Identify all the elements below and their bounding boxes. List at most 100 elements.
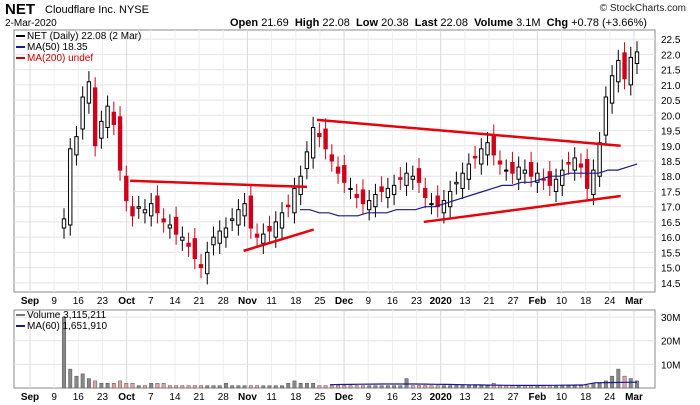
candle xyxy=(105,105,110,128)
candle xyxy=(254,233,260,238)
volume-bar xyxy=(248,385,253,389)
price-tick-label: 18.0 xyxy=(661,172,681,183)
candle xyxy=(591,169,596,196)
volume-bar xyxy=(379,385,384,389)
candle xyxy=(578,163,584,168)
volume-bar xyxy=(603,380,608,389)
price-tick-label: 20.0 xyxy=(661,111,681,122)
candle xyxy=(186,242,191,247)
x-tick-label-top: 28 xyxy=(218,296,230,307)
volume-bar xyxy=(585,385,590,389)
volume-bar xyxy=(566,385,571,389)
candle xyxy=(192,238,197,259)
candle xyxy=(466,163,472,180)
price-tick-label: 14.5 xyxy=(661,279,681,290)
volume-bar xyxy=(292,380,297,389)
volume-tick-label: 30M xyxy=(661,313,680,324)
x-tick-label-top: 23 xyxy=(97,296,109,307)
candle xyxy=(161,218,166,223)
symbol: NET xyxy=(5,1,35,18)
volume-bar xyxy=(161,383,166,389)
volume-bar xyxy=(479,385,484,389)
x-tick-label-bottom: 9 xyxy=(51,392,57,403)
candle xyxy=(124,175,129,202)
volume-bar xyxy=(398,385,403,389)
x-tick-label-bottom: 16 xyxy=(73,392,85,403)
candle xyxy=(441,200,447,214)
volume-bar xyxy=(460,385,465,389)
candle xyxy=(61,218,67,229)
candle xyxy=(385,187,391,199)
ma50-line xyxy=(300,163,638,217)
ohlc-summary: Open 21.69 High 22.08 Low 20.38 Last 22.… xyxy=(230,17,647,29)
x-tick-label-top: 25 xyxy=(314,296,326,307)
stockcharts-credit[interactable]: © StockCharts.com xyxy=(599,3,686,14)
volume-bar xyxy=(628,378,633,389)
volume-bar xyxy=(298,383,303,389)
volume-bar xyxy=(155,383,160,389)
volume-bar xyxy=(448,385,453,389)
candle xyxy=(616,59,621,83)
price-tick-label: 15.5 xyxy=(661,248,681,259)
volume-bar xyxy=(423,385,428,389)
volume-bar xyxy=(385,385,390,389)
volume-bar xyxy=(192,385,197,389)
volume-bar xyxy=(304,383,309,389)
candle xyxy=(609,75,615,104)
candle xyxy=(566,162,571,165)
candle xyxy=(391,184,397,196)
volume-bar xyxy=(404,378,409,389)
trendline xyxy=(423,194,621,224)
volume-bar xyxy=(62,316,66,389)
volume-bar xyxy=(367,385,372,389)
volume-bar xyxy=(230,385,235,389)
price-tick-label: 18.5 xyxy=(661,157,681,168)
candle xyxy=(479,148,484,165)
candle xyxy=(522,169,528,174)
candle xyxy=(634,51,640,65)
candle xyxy=(117,116,123,171)
volume-bar xyxy=(280,385,284,389)
volume-bar xyxy=(205,385,210,389)
x-tick-label-bottom: 21 xyxy=(483,392,495,403)
chart-header: NET Cloudflare Inc. NYSE © StockCharts.c… xyxy=(0,0,700,30)
x-tick-label-top: 24 xyxy=(604,296,616,307)
candle xyxy=(541,178,546,181)
candle xyxy=(310,126,316,159)
volume-bar xyxy=(579,385,583,389)
volume-bar xyxy=(329,385,334,389)
volume-bar xyxy=(342,385,347,389)
x-tick-label-bottom: 11 xyxy=(266,392,277,403)
candle xyxy=(198,264,204,269)
volume-bar xyxy=(560,385,565,389)
volume-bar xyxy=(348,385,353,389)
candle xyxy=(149,203,154,217)
volume-bar xyxy=(616,368,621,389)
chart-date: 2-Mar-2020 xyxy=(5,18,57,29)
ma200-legend: MA(200) undef xyxy=(16,53,93,64)
candle xyxy=(628,56,633,86)
volume-bar xyxy=(361,385,365,389)
volume-bar xyxy=(498,385,502,389)
candle xyxy=(528,162,534,177)
candle xyxy=(267,226,272,232)
x-tick-label-bottom: 18 xyxy=(580,392,592,403)
volume-panel xyxy=(13,309,656,389)
volume-bar xyxy=(124,383,129,389)
candle xyxy=(248,195,254,229)
candle xyxy=(416,168,422,183)
volume-bar xyxy=(597,383,602,389)
candle xyxy=(354,194,359,199)
candle xyxy=(435,195,440,208)
candle xyxy=(167,224,173,229)
candle xyxy=(236,209,241,226)
candle xyxy=(423,187,428,199)
volume-bar xyxy=(255,385,260,389)
candle xyxy=(136,206,141,209)
volume-bar xyxy=(199,385,203,389)
volume-bar xyxy=(68,368,73,389)
candle xyxy=(547,171,552,186)
candle xyxy=(329,154,335,162)
x-tick-label-top: 21 xyxy=(483,296,495,307)
x-tick-label-top: 14 xyxy=(169,296,181,307)
